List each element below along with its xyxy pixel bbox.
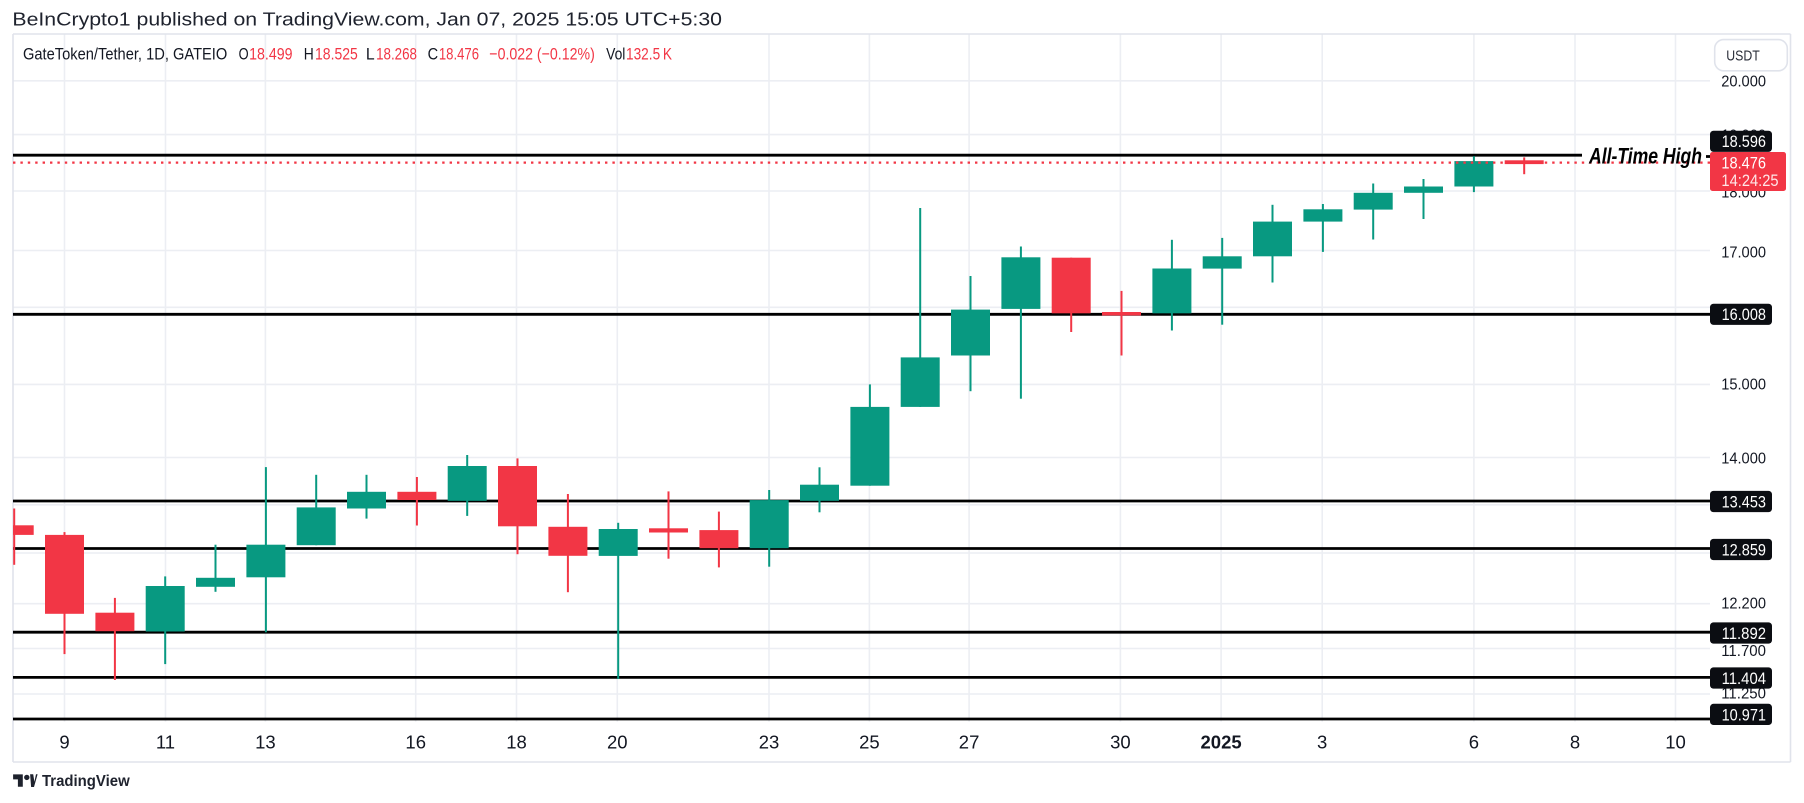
svg-text:27: 27 [959,732,980,753]
svg-text:H: H [304,45,314,64]
svg-text:132.5 K: 132.5 K [626,45,673,64]
svg-text:18.268: 18.268 [376,45,417,64]
svg-text:11.404: 11.404 [1722,669,1766,688]
svg-text:20.000: 20.000 [1721,74,1766,91]
svg-text:18.525: 18.525 [315,45,358,64]
svg-text:10.971: 10.971 [1722,705,1766,724]
svg-text:All-Time High: All-Time High [1588,144,1702,169]
svg-text:18.596: 18.596 [1722,132,1766,151]
svg-text:13: 13 [255,732,276,753]
svg-text:GateToken/Tether, 1D, GATEIO: GateToken/Tether, 1D, GATEIO [23,45,227,64]
svg-text:16: 16 [405,732,426,753]
svg-text:18.499: 18.499 [249,45,292,64]
svg-text:17.000: 17.000 [1721,245,1766,262]
svg-text:30: 30 [1110,732,1131,753]
svg-text:20: 20 [607,732,628,753]
svg-text:L: L [366,45,375,64]
svg-text:15.000: 15.000 [1721,377,1766,394]
svg-text:18.476: 18.476 [439,45,479,64]
svg-text:16.008: 16.008 [1722,305,1766,324]
svg-text:8: 8 [1570,732,1580,753]
svg-text:O: O [239,45,249,64]
svg-text:11.250: 11.250 [1721,686,1766,703]
svg-text:18: 18 [506,732,527,753]
svg-text:Vol: Vol [606,45,625,64]
svg-text:−0.022 (−0.12%): −0.022 (−0.12%) [489,45,595,64]
svg-text:11.892: 11.892 [1722,624,1766,643]
svg-text:12.859: 12.859 [1722,540,1766,559]
svg-text:6: 6 [1469,732,1479,753]
svg-text:18.476: 18.476 [1721,153,1766,172]
svg-text:3: 3 [1317,732,1327,753]
svg-text:12.200: 12.200 [1721,596,1766,613]
svg-text:13.453: 13.453 [1722,492,1766,511]
svg-text:14:24:25: 14:24:25 [1721,171,1778,190]
svg-text:2025: 2025 [1201,732,1242,753]
svg-text:C: C [428,45,439,64]
svg-text:11.700: 11.700 [1721,643,1766,660]
svg-text:11: 11 [156,732,175,753]
svg-text:BeInCrypto1 published on Tradi: BeInCrypto1 published on TradingView.com… [12,9,722,30]
svg-text:23: 23 [759,732,780,753]
svg-text:TradingView: TradingView [42,773,131,790]
svg-text:10: 10 [1665,732,1686,753]
svg-text:9: 9 [59,732,69,753]
svg-text:USDT: USDT [1726,48,1760,65]
svg-text:14.000: 14.000 [1721,451,1766,468]
svg-text:25: 25 [859,732,880,753]
